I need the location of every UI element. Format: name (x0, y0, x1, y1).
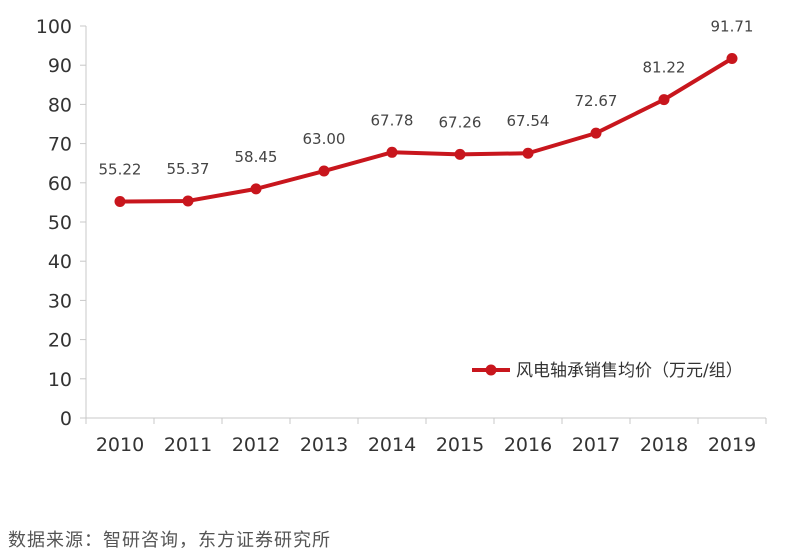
legend-label: 风电轴承销售均价（万元/组） (516, 361, 743, 381)
data-label: 55.37 (167, 160, 210, 178)
x-tick-label: 2019 (708, 434, 756, 456)
data-label: 58.45 (235, 148, 278, 166)
y-tick-label: 70 (48, 134, 72, 156)
data-point (726, 52, 738, 64)
x-tick-label: 2016 (504, 434, 552, 456)
y-tick-label: 40 (48, 251, 72, 273)
y-tick-label: 50 (48, 212, 72, 234)
data-point (658, 94, 670, 106)
data-labels: 55.22 55.37 58.45 63.00 67.78 67.26 67.54 72.67… (99, 17, 754, 178)
data-label: 67.54 (507, 112, 550, 130)
x-tick-label: 2017 (572, 434, 620, 456)
y-tick-label: 30 (48, 290, 72, 312)
y-tick-label: 90 (48, 55, 72, 77)
x-tick-label: 2015 (436, 434, 484, 456)
x-tick-label: 2018 (640, 434, 688, 456)
x-axis: 2010 2011 2012 2013 2014 2015 2016 2017 2018 2019 (85, 417, 767, 456)
data-label: 63.00 (303, 130, 346, 148)
y-tick-label: 20 (48, 330, 72, 352)
series-group (114, 52, 738, 208)
data-label: 91.71 (711, 17, 754, 35)
data-point (318, 165, 330, 177)
data-point (522, 147, 534, 159)
data-point (386, 146, 398, 158)
data-point (114, 196, 126, 208)
y-tick-label: 80 (48, 94, 72, 116)
data-label: 67.78 (371, 111, 414, 129)
legend-marker (485, 364, 497, 376)
data-point (590, 127, 602, 139)
x-tick-label: 2012 (232, 434, 280, 456)
data-label: 67.26 (439, 113, 482, 131)
x-tick-label: 2014 (368, 434, 416, 456)
data-label: 81.22 (643, 59, 686, 77)
x-tick-label: 2013 (300, 434, 348, 456)
x-tick-label: 2011 (164, 434, 212, 456)
data-label: 72.67 (575, 92, 618, 110)
data-point (182, 195, 194, 207)
x-tick-label: 2010 (96, 434, 144, 456)
y-tick-label: 100 (36, 16, 72, 38)
data-point (250, 183, 262, 195)
y-tick-label: 0 (60, 408, 72, 430)
y-axis: 0 10 20 30 40 50 60 70 80 90 100 (36, 16, 87, 430)
data-label: 55.22 (99, 161, 142, 179)
data-point (454, 148, 466, 160)
legend: 风电轴承销售均价（万元/组） (472, 361, 743, 381)
series-line (118, 56, 734, 204)
source-note: 数据来源：智研咨询，东方证券研究所 (8, 530, 331, 551)
y-tick-label: 10 (48, 369, 72, 391)
y-tick-label: 60 (48, 173, 72, 195)
